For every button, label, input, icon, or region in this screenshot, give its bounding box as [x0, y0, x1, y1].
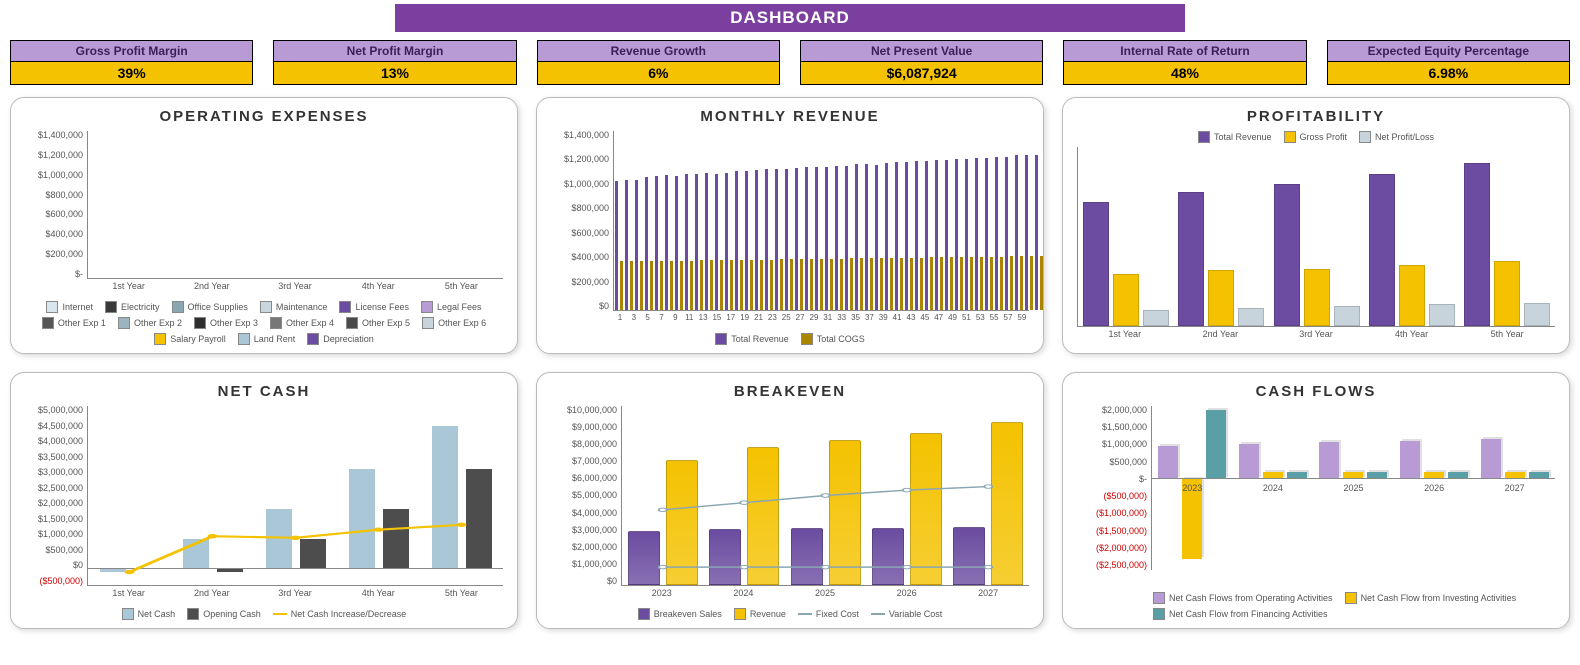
- monthly-plot: $1,400,000$1,200,000$1,000,000$800,000$6…: [547, 131, 1033, 329]
- legend-item: Other Exp 3: [194, 317, 258, 329]
- charts-grid: OPERATING EXPENSES $1,400,000$1,200,000$…: [10, 97, 1570, 629]
- kpi-card: Net Present Value$6,087,924: [800, 40, 1043, 85]
- legend-item: Other Exp 4: [270, 317, 334, 329]
- breakeven-card: BREAKEVEN $10,000,000$9,000,000$8,000,00…: [536, 372, 1044, 629]
- legend-item: Breakeven Sales: [638, 608, 722, 620]
- netcash-legend: Net Cash Opening Cash Net Cash Increase/De…: [21, 604, 507, 620]
- legend-item: Net Cash Flow from Financing Activities: [1153, 608, 1328, 620]
- kpi-label: Revenue Growth: [538, 41, 779, 62]
- profitability-legend: Total Revenue Gross Profit Net Profit/Loss: [1073, 131, 1559, 147]
- kpi-card: Net Profit Margin13%: [273, 40, 516, 85]
- legend-item: Other Exp 6: [422, 317, 486, 329]
- kpi-row: Gross Profit Margin39% Net Profit Margin1…: [10, 40, 1570, 85]
- breakeven-legend: Breakeven Sales Revenue Fixed Cost Variable…: [547, 604, 1033, 620]
- cashflows-legend: Net Cash Flows from Operating Activities…: [1073, 588, 1559, 620]
- legend-item: Net Profit/Loss: [1359, 131, 1434, 143]
- breakeven-plot: $10,000,000$9,000,000$8,000,000$7,000,00…: [547, 406, 1033, 604]
- legend-item: Net Cash Increase/Decrease: [273, 608, 407, 620]
- legend-item: Total Revenue: [715, 333, 789, 345]
- legend-item: Land Rent: [238, 333, 296, 345]
- legend-item: Other Exp 1: [42, 317, 106, 329]
- operating-legend: Internet Electricity Office Supplies Mainte…: [21, 297, 507, 345]
- chart-title: NET CASH: [21, 383, 507, 400]
- legend-item: Revenue: [734, 608, 786, 620]
- kpi-label: Net Profit Margin: [274, 41, 515, 62]
- chart-title: OPERATING EXPENSES: [21, 108, 507, 125]
- kpi-card: Revenue Growth6%: [537, 40, 780, 85]
- profitability-plot: 1st Year2nd Year3rd Year4th Year5th Year: [1073, 147, 1559, 345]
- legend-item: Other Exp 5: [346, 317, 410, 329]
- kpi-card: Internal Rate of Return48%: [1063, 40, 1306, 85]
- chart-title: PROFITABILITY: [1073, 108, 1559, 125]
- monthly-revenue-card: MONTHLY REVENUE $1,400,000$1,200,000$1,0…: [536, 97, 1044, 354]
- chart-title: MONTHLY REVENUE: [547, 108, 1033, 125]
- kpi-card: Gross Profit Margin39%: [10, 40, 253, 85]
- legend-item: License Fees: [339, 301, 409, 313]
- dashboard-page: DASHBOARD Gross Profit Margin39% Net Prof…: [0, 0, 1580, 665]
- legend-item: Net Cash Flow from Investing Activities: [1345, 592, 1517, 604]
- legend-item: Legal Fees: [421, 301, 482, 313]
- cashflows-plot: $2,000,000$1,500,000$1,000,000$500,000$-…: [1073, 406, 1559, 588]
- profitability-card: PROFITABILITY Total Revenue Gross Profit N…: [1062, 97, 1570, 354]
- kpi-label: Net Present Value: [801, 41, 1042, 62]
- netcash-plot: $5,000,000$4,500,000$4,000,000$3,500,000…: [21, 406, 507, 604]
- legend-item: Net Cash: [122, 608, 176, 620]
- legend-item: Other Exp 2: [118, 317, 182, 329]
- kpi-label: Expected Equity Percentage: [1328, 41, 1569, 62]
- legend-item: Net Cash Flows from Operating Activities: [1153, 592, 1333, 604]
- legend-item: Internet: [46, 301, 93, 313]
- legend-item: Salary Payroll: [154, 333, 226, 345]
- kpi-card: Expected Equity Percentage6.98%: [1327, 40, 1570, 85]
- operating-expenses-card: OPERATING EXPENSES $1,400,000$1,200,000$…: [10, 97, 518, 354]
- kpi-value: 13%: [274, 62, 515, 84]
- legend-item: Total Revenue: [1198, 131, 1272, 143]
- kpi-value: 6.98%: [1328, 62, 1569, 84]
- kpi-label: Gross Profit Margin: [11, 41, 252, 62]
- kpi-value: 39%: [11, 62, 252, 84]
- chart-title: CASH FLOWS: [1073, 383, 1559, 400]
- legend-item: Maintenance: [260, 301, 328, 313]
- legend-item: Variable Cost: [871, 608, 942, 620]
- cashflows-card: CASH FLOWS $2,000,000$1,500,000$1,000,00…: [1062, 372, 1570, 629]
- legend-item: Depreciation: [307, 333, 374, 345]
- kpi-value: 6%: [538, 62, 779, 84]
- netcash-card: NET CASH $5,000,000$4,500,000$4,000,000$…: [10, 372, 518, 629]
- legend-item: Gross Profit: [1284, 131, 1348, 143]
- page-title: DASHBOARD: [395, 4, 1185, 32]
- operating-plot: $1,400,000$1,200,000$1,000,000$800,000$6…: [21, 131, 507, 297]
- chart-title: BREAKEVEN: [547, 383, 1033, 400]
- legend-item: Total COGS: [801, 333, 865, 345]
- monthly-legend: Total Revenue Total COGS: [547, 329, 1033, 345]
- kpi-value: $6,087,924: [801, 62, 1042, 84]
- legend-item: Office Supplies: [172, 301, 248, 313]
- kpi-label: Internal Rate of Return: [1064, 41, 1305, 62]
- kpi-value: 48%: [1064, 62, 1305, 84]
- legend-item: Electricity: [105, 301, 160, 313]
- legend-item: Opening Cash: [187, 608, 261, 620]
- legend-item: Fixed Cost: [798, 608, 859, 620]
